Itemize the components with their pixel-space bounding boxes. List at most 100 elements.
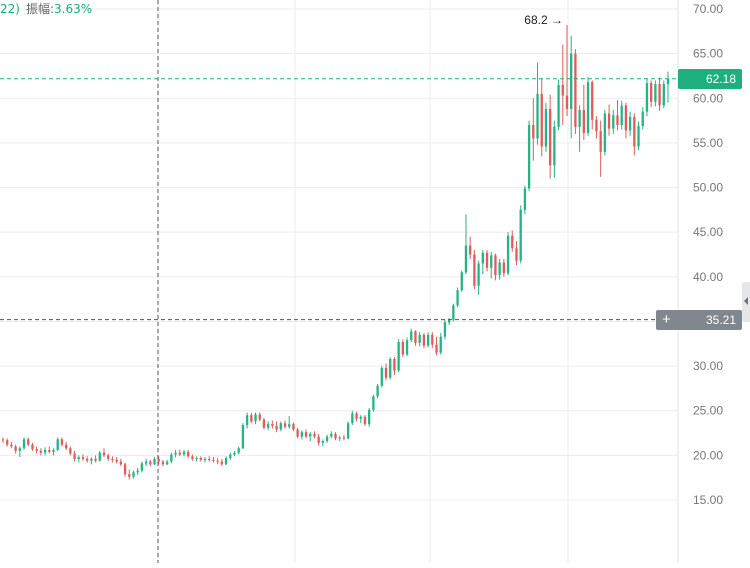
candle-body [527, 125, 531, 189]
candle [523, 185, 527, 215]
candle [616, 100, 619, 131]
y-tick-label: 30.00 [693, 359, 723, 373]
candle-body [321, 441, 325, 443]
candle-body [296, 429, 299, 437]
candle [334, 432, 337, 441]
add-alert-icon[interactable]: + [662, 310, 671, 328]
candle [245, 412, 249, 429]
candle-body [6, 440, 9, 445]
candle [410, 328, 413, 342]
candle-body [267, 424, 270, 428]
candle [368, 408, 371, 427]
candle-body [216, 460, 219, 462]
candle [43, 447, 47, 456]
candle [565, 25, 569, 117]
candle [351, 410, 354, 426]
candle [586, 76, 590, 136]
scroll-right-handle[interactable] [742, 282, 750, 322]
crosshair-price-tag[interactable]: +35.21 [656, 309, 742, 330]
candle-body [325, 436, 329, 442]
candle-body [14, 446, 17, 451]
candle-body [363, 416, 367, 425]
candle [490, 251, 493, 279]
candle-body [603, 113, 607, 152]
candle [191, 454, 194, 461]
candle-body [498, 262, 501, 276]
candle-body [237, 448, 240, 453]
candle-body [102, 452, 106, 456]
candle-body [1, 439, 5, 441]
candle-body [666, 78, 670, 84]
candle-body [490, 255, 493, 268]
candle-body [544, 108, 548, 147]
candle-body [565, 95, 569, 109]
candle-body [224, 458, 228, 465]
candle-body [338, 437, 341, 439]
candle-body [157, 458, 160, 462]
candle-body [77, 457, 80, 459]
candle [645, 78, 649, 117]
candle [317, 433, 320, 446]
candle-body [233, 452, 236, 455]
candle [595, 116, 598, 139]
candle-body [86, 458, 89, 461]
candle [498, 258, 501, 280]
candle-body [98, 452, 101, 461]
candle-body [52, 450, 55, 452]
candle [94, 455, 97, 463]
candle-body [69, 448, 72, 454]
candle [199, 456, 202, 462]
candle [115, 457, 118, 464]
y-tick-label: 25.00 [693, 404, 723, 418]
candle [195, 456, 198, 462]
candle [170, 452, 173, 464]
candle [212, 457, 215, 463]
y-tick-label: 70.00 [693, 2, 723, 16]
candle-body [128, 474, 131, 477]
candle-body [250, 415, 253, 422]
candle [485, 250, 489, 272]
candle-body [94, 458, 97, 461]
candle [574, 49, 577, 134]
candle [422, 333, 426, 349]
candle [637, 121, 640, 151]
candle [515, 241, 518, 266]
candle [380, 366, 383, 388]
candle-body [494, 255, 497, 276]
candle-body [64, 444, 68, 449]
candle [136, 467, 139, 476]
candle-body [426, 334, 430, 346]
candle [52, 448, 55, 456]
candle-body [144, 461, 148, 464]
candle-body [351, 413, 354, 424]
candle [473, 250, 476, 290]
candle [384, 363, 388, 381]
candle-body [393, 358, 396, 371]
candle [666, 71, 670, 103]
candle [650, 80, 653, 108]
candle [144, 458, 148, 467]
candle [418, 332, 421, 347]
candle-body [161, 461, 165, 465]
candle [220, 458, 224, 467]
candle-body [515, 248, 518, 261]
candle [389, 357, 392, 380]
candle-body [578, 109, 581, 127]
candle-body [208, 458, 211, 460]
candle-body [279, 423, 282, 430]
candle [519, 205, 522, 264]
candle-body [469, 245, 472, 255]
candle-body [435, 344, 438, 353]
candle [60, 437, 64, 447]
candle-body [254, 414, 257, 422]
candle-body [410, 331, 413, 341]
candle-body [35, 449, 38, 451]
candle [414, 330, 417, 346]
candle-body [174, 452, 177, 455]
candle [557, 79, 560, 131]
candle [224, 456, 228, 466]
candle-body [288, 424, 291, 427]
candle [233, 450, 236, 457]
